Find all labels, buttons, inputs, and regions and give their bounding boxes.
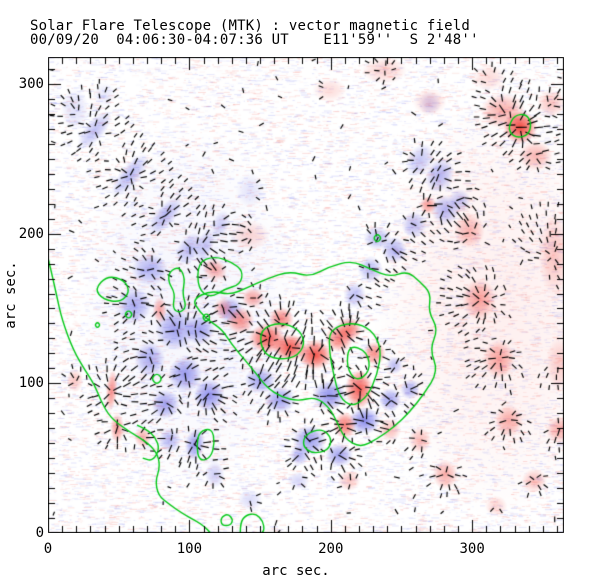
x-tick-label: 0 — [43, 541, 53, 557]
magnetogram-canvas — [48, 57, 564, 533]
y-axis-title: arc sec. — [3, 261, 19, 329]
y-tick-label: 300 — [18, 75, 44, 92]
figure-title: Solar Flare Telescope (MTK) : vector mag… — [30, 18, 471, 34]
plot-area — [48, 57, 564, 533]
x-axis-title: arc sec. — [262, 563, 330, 579]
x-tick-label: 200 — [318, 541, 344, 557]
x-tick-label: 300 — [459, 541, 485, 557]
x-tick-label: 100 — [176, 541, 203, 557]
y-tick-label: 100 — [18, 375, 44, 392]
y-tick-label: 0 — [35, 525, 44, 541]
y-tick-label: 200 — [18, 225, 44, 242]
figure-subtitle: 00/09/20 04:06:30-04:07:36 UT E11'59'' S… — [30, 32, 479, 48]
